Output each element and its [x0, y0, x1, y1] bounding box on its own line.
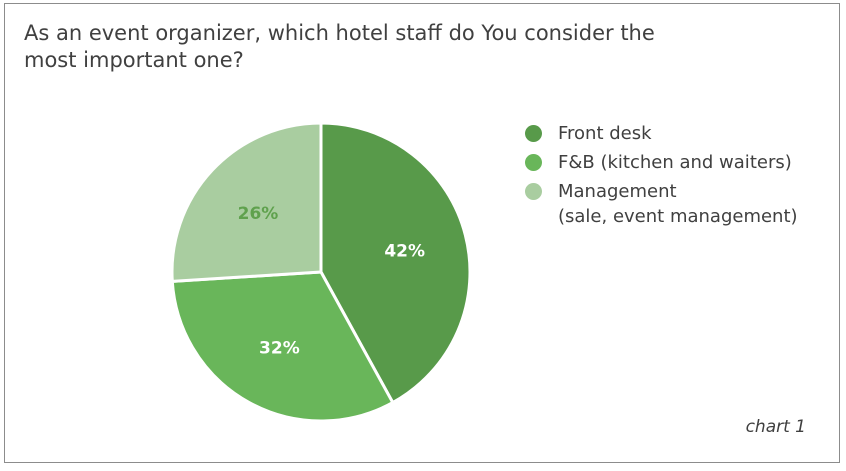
- pie-slice-0: [319, 121, 472, 405]
- legend-item-0: Front desk: [523, 121, 798, 146]
- legend-item-1: F&B (kitchen and waiters): [523, 150, 798, 175]
- legend-swatch-1: [525, 154, 542, 171]
- chart-footnote: chart 1: [745, 417, 806, 437]
- pie-slice-label-0: 42%: [384, 242, 425, 262]
- pie-slice-1: [170, 270, 395, 423]
- pie-slices: [170, 121, 472, 423]
- legend-label-1: F&B (kitchen and waiters): [558, 152, 792, 173]
- legend-label-0: Front desk: [558, 123, 652, 144]
- pie-slice-label-1: 32%: [259, 339, 300, 359]
- pie-slice-label-2: 26%: [238, 204, 279, 224]
- chart-title: As an event organizer, which hotel staff…: [24, 21, 655, 72]
- pie-labels: 42% 32% 26%: [238, 204, 425, 359]
- legend: Front desk F&B (kitchen and waiters) Manag…: [523, 121, 798, 233]
- legend-label-2: Management: [558, 181, 677, 202]
- legend-label-detail-2: (sale, event management): [558, 206, 798, 227]
- pie-slice-2: [170, 121, 323, 283]
- legend-item-2: Management (sale, event management): [523, 179, 798, 229]
- legend-swatch-2: [525, 183, 542, 200]
- legend-swatch-0: [525, 125, 542, 142]
